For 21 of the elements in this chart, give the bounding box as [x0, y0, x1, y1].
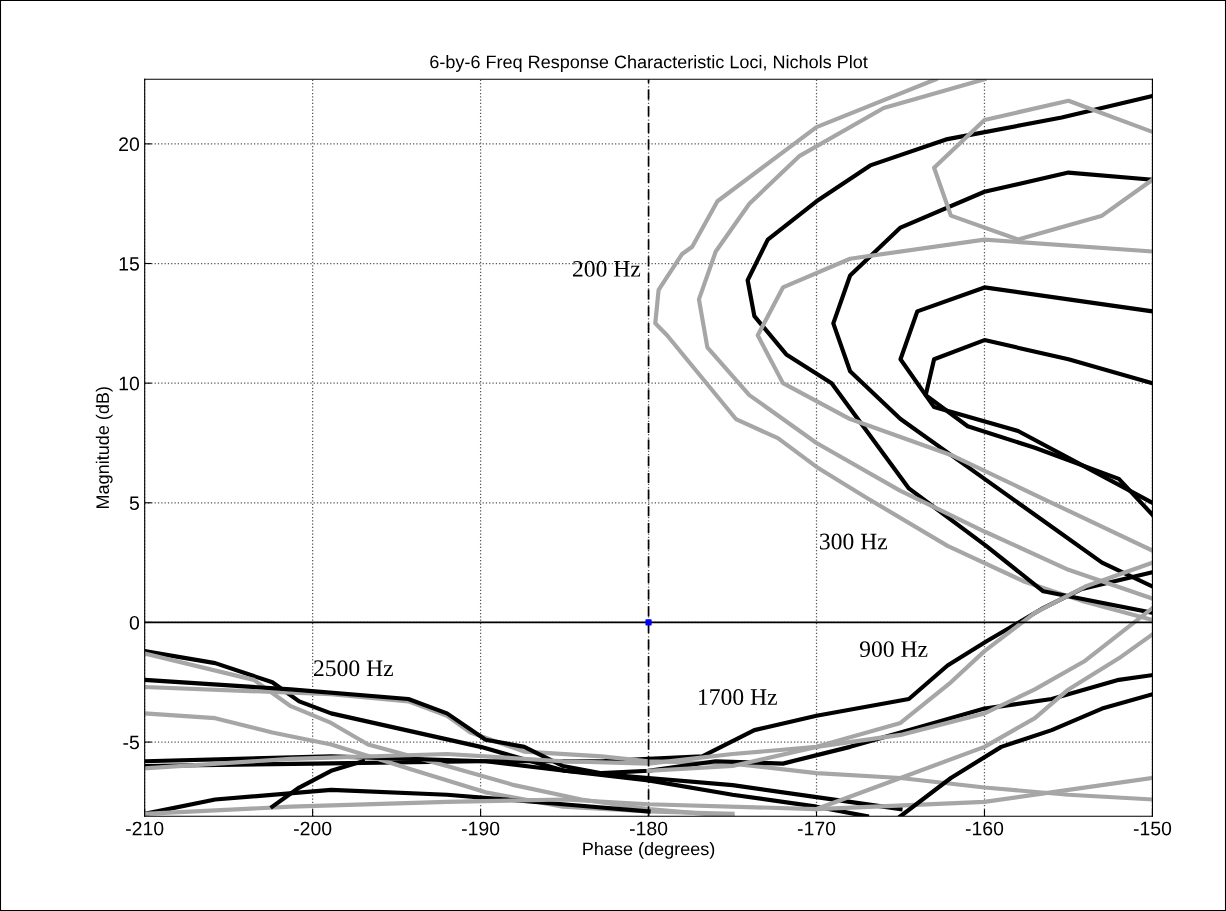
x-tick-label: -200: [294, 821, 332, 836]
y-tick-label: 0: [129, 615, 140, 630]
y-axis-title: Magnitude (dB): [95, 387, 113, 508]
annotation: 1700 Hz: [699, 689, 777, 705]
x-tick-label: -210: [126, 821, 164, 836]
x-tick-label: -170: [797, 821, 836, 836]
annotation: 2500 Hz: [314, 660, 393, 677]
annotation: 900 Hz: [859, 641, 928, 658]
y-tick-label: 5: [129, 496, 139, 511]
x-tick-label: -160: [965, 821, 1004, 836]
y-tick-label: -5: [123, 735, 139, 750]
chart-title: 6-by-6 Freq Response Characteristic Loci, Nichols Plot: [430, 55, 868, 72]
y-tick-label: 10: [119, 376, 140, 391]
y-tick-label: 20: [119, 137, 140, 152]
y-tick-label: 15: [119, 257, 139, 271]
x-tick-label: -150: [1133, 821, 1172, 836]
annotation: 300 Hz: [820, 533, 888, 550]
x-axis-title: Phase (degrees): [583, 842, 715, 859]
annotation: 200 Hz: [573, 260, 641, 277]
x-tick-label: -180: [629, 821, 668, 836]
x-tick-label: -190: [462, 821, 500, 836]
